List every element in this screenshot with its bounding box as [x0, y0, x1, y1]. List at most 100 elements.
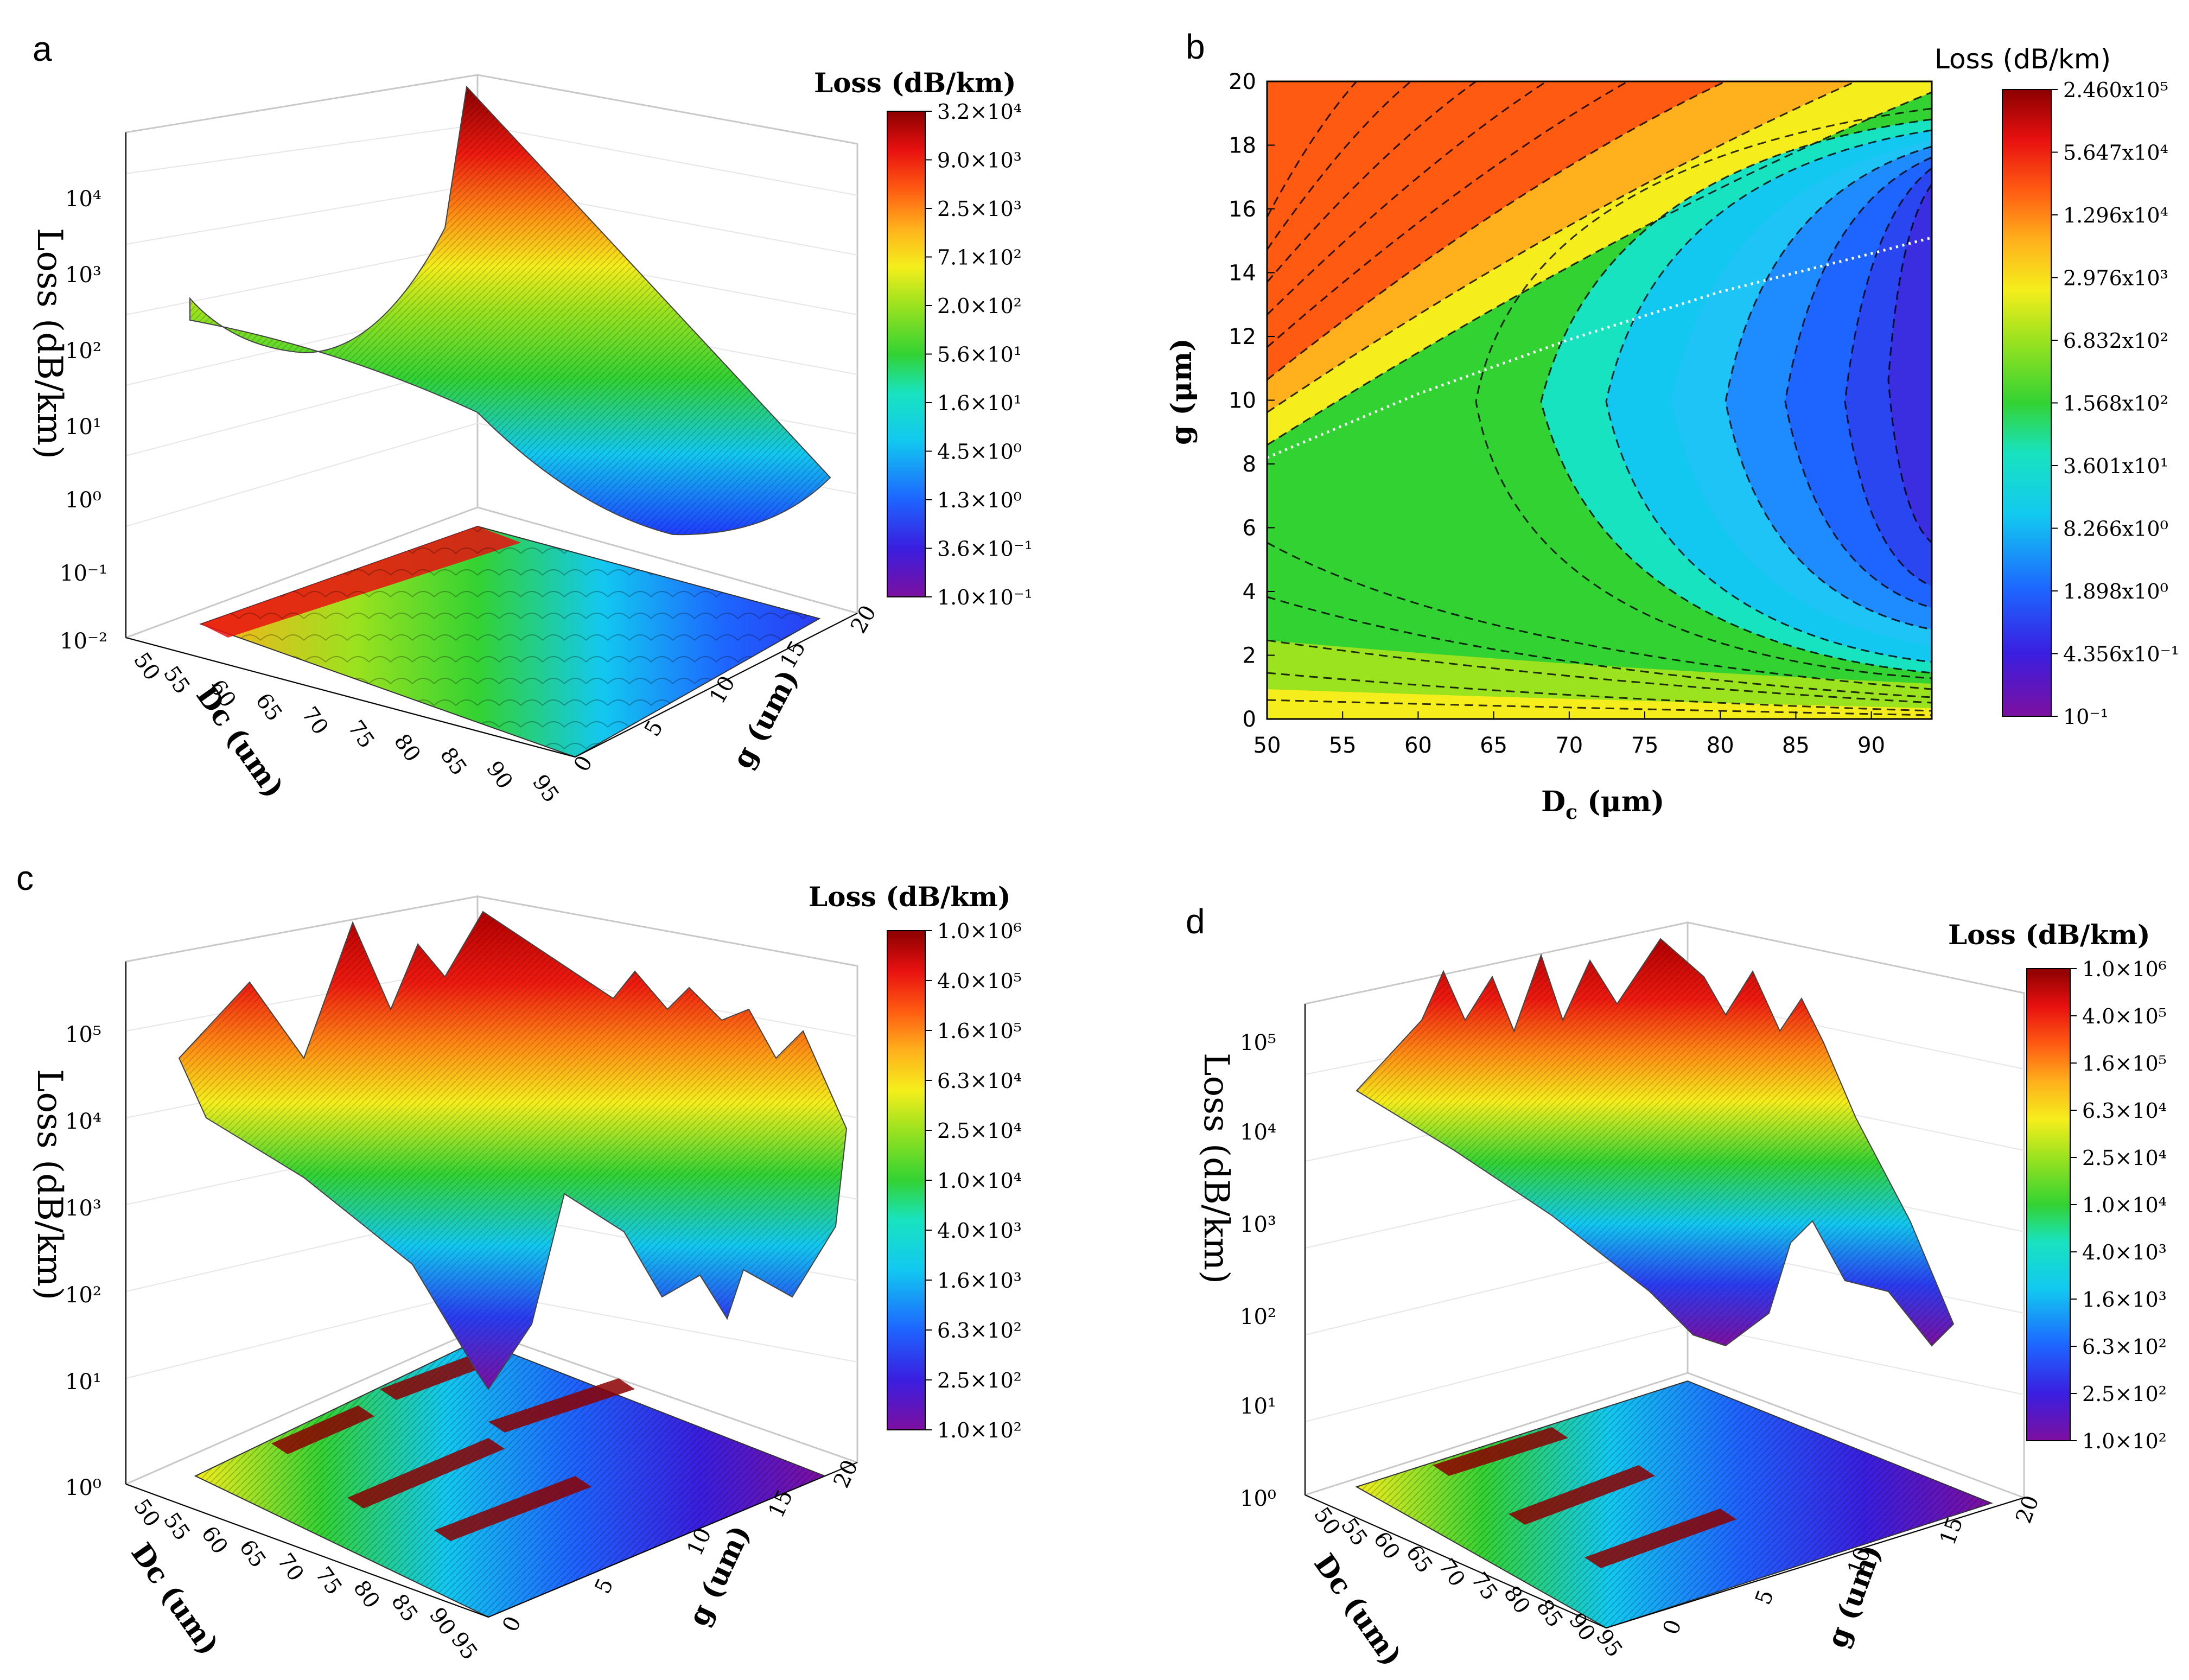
panel-b-y-axis: 0 2 4 6 8 10 12 14 16 18 20 — [1229, 69, 1275, 732]
panel-a-colorbar-tick-label: 2.0×10² — [937, 294, 1022, 318]
panel-b-y-label: g (μm) — [1165, 338, 1198, 445]
panel-d: d 10⁰ 1 — [1186, 902, 2167, 1672]
panel-d-colorbar-tick-label: 4.0×10⁵ — [2082, 1004, 2167, 1028]
panel-d-colorbar-title: Loss (dB/km) — [1948, 919, 2150, 951]
panel-b-x-tick: 60 — [1404, 733, 1432, 758]
panel-c-y-tick: 5 — [590, 1575, 618, 1598]
panel-a-x-tick: 75 — [343, 716, 379, 753]
panel-b: b — [1165, 27, 2179, 824]
panel-c-colorbar-tick-label: 1.0×10⁶ — [937, 919, 1022, 943]
panel-d-colorbar: Loss (dB/km) 1.0×10⁶ 4.0×10⁵ 1.6×10⁵ 6.3×10… — [1948, 919, 2167, 1453]
panel-a-colorbar-tick-label: 3.2×10⁴ — [937, 100, 1022, 124]
panel-b-colorbar-title: Loss (dB/km) — [1935, 43, 2111, 75]
panel-a: a — [29, 29, 1033, 807]
panel-d-colorbar-tick-label: 1.6×10³ — [2082, 1288, 2167, 1312]
panel-c-z-label: Loss (dB/km) — [29, 1069, 69, 1300]
panel-a-colorbar-tick-label: 1.6×10¹ — [937, 391, 1022, 415]
panel-d-colorbar-tick-label: 2.5×10² — [2082, 1382, 2167, 1406]
panel-b-colorbar-tick-label: 1.568x10² — [2063, 392, 2168, 416]
panel-a-colorbar-tick-label: 7.1×10² — [937, 246, 1022, 270]
panel-d-z-tick: 10² — [1240, 1304, 1276, 1329]
panel-letter-d: d — [1186, 902, 1205, 941]
panel-c-x-tick: 50 — [129, 1494, 165, 1531]
panel-c-colorbar-tick-label: 4.0×10⁵ — [937, 969, 1022, 993]
panel-b-contour-lines — [1267, 81, 1932, 716]
panel-c-x-tick: 85 — [386, 1589, 423, 1626]
panel-a-z-tick: 10¹ — [65, 415, 101, 440]
panel-c-colorbar-tick-label: 1.6×10⁵ — [937, 1019, 1022, 1043]
panel-a-x-tick: 95 — [527, 770, 564, 807]
panel-c-x-tick: 90 — [424, 1603, 461, 1640]
panel-d-z-tick: 10⁵ — [1240, 1030, 1276, 1055]
panel-d-y-tick: 20 — [2011, 1492, 2044, 1527]
panel-d-x-tick: 75 — [1466, 1568, 1503, 1605]
panel-b-y-tick: 16 — [1229, 197, 1256, 222]
panel-b-x-tick: 85 — [1782, 733, 1810, 758]
panel-c-z-tick: 10³ — [65, 1196, 101, 1221]
panel-b-x-tick: 90 — [1857, 733, 1885, 758]
panel-d-colorbar-tick-label: 4.0×10³ — [2082, 1240, 2167, 1264]
panel-b-colorbar-tick-label: 3.601x10¹ — [2063, 454, 2168, 478]
panel-c-colorbar: Loss (dB/km) 1.0×10⁶ 4.0×10⁵ 1.6×10⁵ 6.3×10… — [809, 881, 1022, 1442]
panel-a-y-tick: 0 — [569, 752, 598, 776]
panel-c-z-tick: 10² — [65, 1283, 101, 1308]
panel-a-x-tick: 55 — [158, 661, 195, 698]
panel-d-x-tick: 70 — [1434, 1554, 1470, 1591]
panel-b-colorbar-tick-label: 4.356x10⁻¹ — [2063, 642, 2179, 666]
panel-b-x-tick: 50 — [1253, 733, 1281, 758]
panel-b-colorbar: Loss (dB/km) 2.460x10⁵ 5.647x10⁴ 1.296x10⁴… — [1935, 43, 2179, 729]
panel-d-z-tick: 10⁴ — [1240, 1120, 1276, 1145]
panel-d-x-tick: 60 — [1369, 1527, 1405, 1564]
panel-d-colorbar-tick-label: 1.0×10⁴ — [2082, 1193, 2167, 1217]
panel-a-y-tick: 20 — [846, 601, 881, 638]
panel-a-colorbar-tick-label: 5.6×10¹ — [937, 343, 1022, 367]
panel-d-colorbar-tick-label: 6.3×10² — [2082, 1335, 2167, 1359]
panel-b-y-tick: 0 — [1243, 707, 1256, 732]
panel-c-colorbar-title: Loss (dB/km) — [809, 881, 1011, 913]
panel-a-z-tick: 10⁻¹ — [60, 561, 107, 586]
panel-c-colorbar-tick-label: 1.6×10³ — [937, 1269, 1022, 1293]
panel-c-x-tick: 55 — [158, 1508, 195, 1545]
panel-b-x-tick: 55 — [1329, 733, 1357, 758]
panel-b-colorbar-tick-label: 2.460x10⁵ — [2063, 78, 2168, 102]
panel-b-y-tick: 18 — [1229, 133, 1256, 158]
panel-letter-c: c — [16, 858, 34, 898]
panel-a-colorbar-tick-label: 1.3×10⁰ — [937, 488, 1022, 512]
panel-d-y-tick: 5 — [1751, 1587, 1779, 1608]
panel-b-y-tick: 12 — [1229, 324, 1256, 349]
panel-b-colorbar-tick-label: 1.898x10⁰ — [2063, 580, 2168, 603]
panel-a-x-tick: 90 — [481, 756, 518, 793]
panel-d-colorbar-bar — [2026, 968, 2071, 1441]
panel-b-x-label: Dc (μm) — [1541, 785, 1664, 824]
panel-d-z-axis: 10⁰ 10¹ 10² 10³ 10⁴ 10⁵ Loss (dB/km) — [1196, 1004, 1306, 1511]
panel-a-z-tick: 10⁰ — [65, 488, 101, 513]
panel-b-colorbar-tick-label: 5.647x10⁴ — [2063, 141, 2168, 165]
panel-c-z-tick: 10¹ — [65, 1370, 101, 1395]
panel-c-z-tick: 10⁰ — [65, 1475, 101, 1500]
panel-c-x-tick: 60 — [196, 1522, 233, 1558]
panel-a-colorbar-title: Loss (dB/km) — [814, 67, 1016, 99]
panel-c-z-tick: 10⁵ — [65, 1022, 101, 1047]
panel-c-x-tick: 80 — [348, 1576, 385, 1613]
panel-c-y-tick: 0 — [498, 1613, 526, 1636]
panel-a-z-tick: 10² — [65, 339, 101, 364]
panel-a-colorbar-tick-label: 2.5×10³ — [937, 197, 1022, 221]
panel-b-colorbar-bar — [2002, 89, 2052, 717]
panel-d-x-tick: 50 — [1309, 1503, 1345, 1539]
panel-c-colorbar-tick-label: 6.3×10⁴ — [937, 1069, 1022, 1093]
panel-letter-b: b — [1186, 27, 1205, 66]
panel-b-colorbar-tick-label: 6.832x10² — [2063, 329, 2168, 353]
panel-a-colorbar-tick-label: 3.6×10⁻¹ — [937, 537, 1033, 561]
panel-d-z-tick: 10³ — [1240, 1212, 1276, 1237]
panel-a-colorbar-tick-label: 1.0×10⁻¹ — [937, 586, 1033, 609]
panel-a-x-tick: 50 — [129, 648, 165, 685]
panel-c-colorbar-tick-label: 2.5×10² — [937, 1369, 1022, 1392]
panel-b-x-tick: 70 — [1555, 733, 1583, 758]
panel-a-x-tick: 65 — [251, 689, 287, 726]
panel-a-colorbar-tick-label: 9.0×10³ — [937, 149, 1022, 173]
panel-a-colorbar-tick-label: 4.5×10⁰ — [937, 440, 1022, 464]
panel-d-x-label: Dc (um) — [1307, 1548, 1408, 1672]
panel-b-y-tick: 6 — [1243, 516, 1256, 541]
